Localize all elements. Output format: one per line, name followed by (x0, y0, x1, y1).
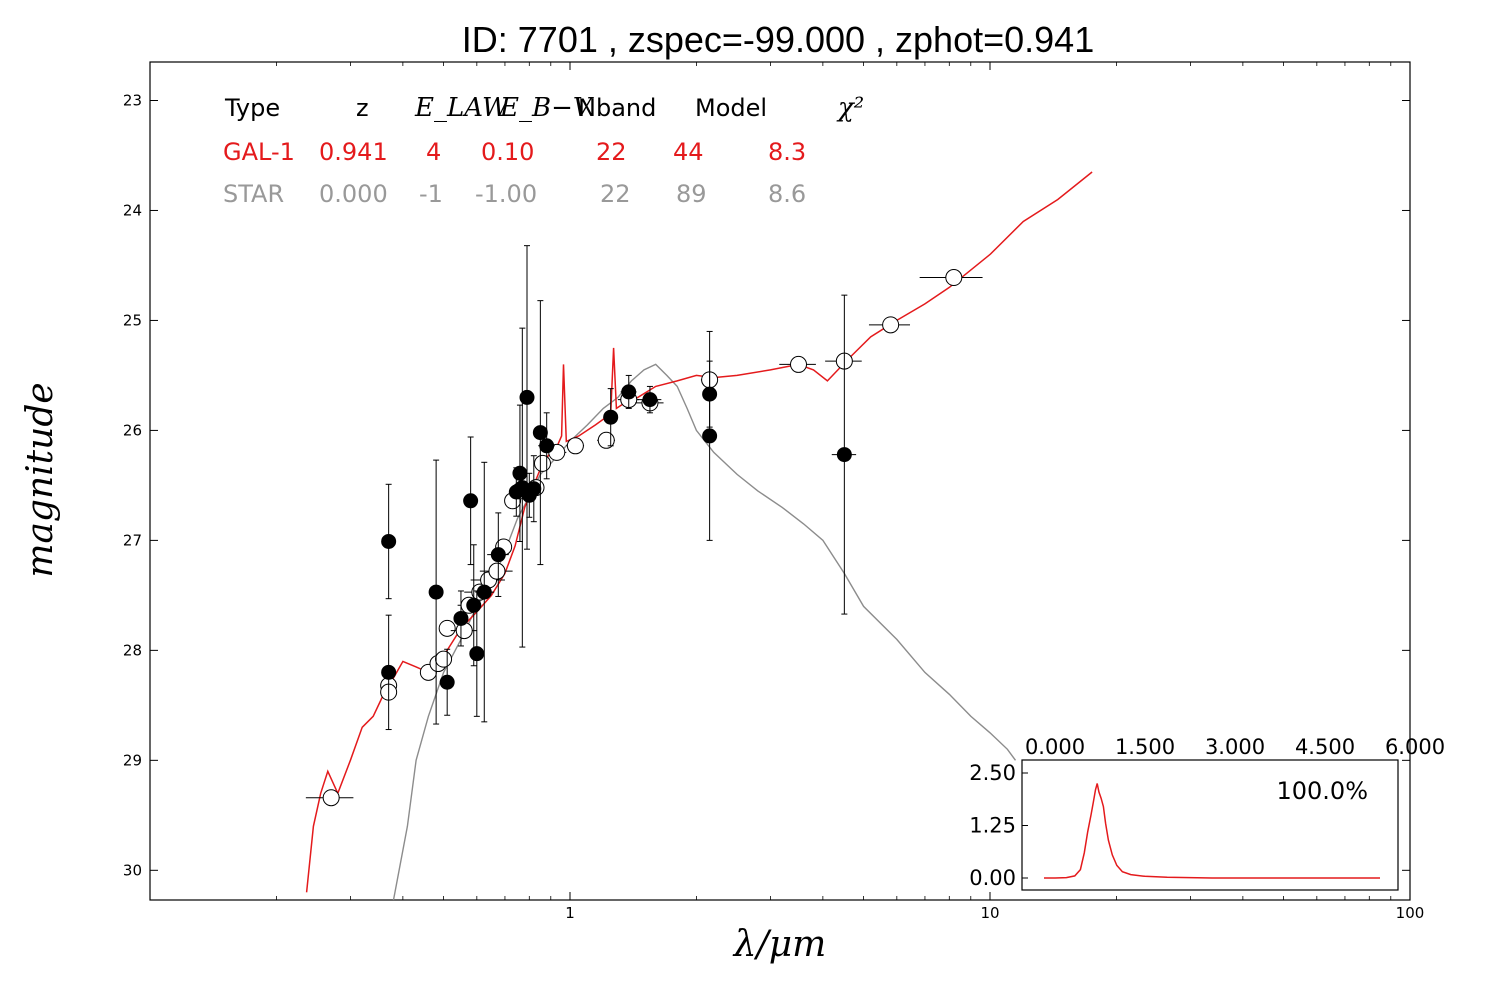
pdz-curve (1044, 783, 1380, 879)
inset-y-tick-label: 2.50 (969, 761, 1016, 785)
series-line-star (392, 363, 1017, 901)
x-tick-label: 10 (980, 904, 999, 922)
table-cell: 44 (673, 138, 704, 166)
table-cell: 8.3 (768, 138, 806, 166)
y-tick-label: 27 (123, 531, 142, 549)
model-point (533, 454, 551, 472)
table-cell: 0.941 (319, 138, 388, 166)
table-cell: GAL-1 (223, 138, 295, 166)
table-cell: 89 (676, 180, 707, 208)
observed-point (381, 533, 397, 549)
observed-point (463, 493, 479, 509)
model-point (488, 562, 506, 580)
table-header-model: Model (695, 94, 767, 122)
inset-x-tick-label: 0.000 (1025, 735, 1085, 759)
inset-probability-label: 100.0% (1276, 777, 1368, 805)
main-plot-frame (149, 61, 1411, 901)
fit-table: Type z E_LAW E_B−V Nband Model χ² GAL-1 … (223, 93, 864, 208)
y-tick-label: 26 (123, 421, 142, 439)
table-cell: 8.6 (768, 180, 806, 208)
model-point (566, 437, 584, 455)
observed-point (519, 389, 535, 405)
observed-point (532, 425, 548, 441)
inset-y-tick-label: 1.25 (969, 814, 1016, 838)
observed-point (702, 428, 718, 444)
y-tick-label: 23 (123, 91, 142, 109)
table-cell: 4 (426, 138, 441, 166)
table-header-ebv: E_B−V (499, 93, 594, 123)
observed-point (490, 547, 506, 563)
model-lines (305, 171, 1093, 901)
pdz-inset: 0.000 1.500 3.000 4.500 6.000 0.00 1.25 2.50 10… (969, 735, 1445, 891)
inset-x-tick-label: 6.000 (1385, 735, 1445, 759)
observed-point (642, 392, 658, 408)
main-axis-ticks: 1 10 100 23 24 25 26 27 28 29 30 (123, 62, 1424, 922)
chart-title: ID: 7701 , zspec=-99.000 , zphot=0.941 (462, 19, 1094, 60)
observed-point (836, 447, 852, 463)
y-tick-label: 24 (123, 201, 142, 219)
table-cell: 22 (600, 180, 631, 208)
data-points (305, 245, 983, 807)
table-header-z: z (356, 94, 369, 122)
observed-point (466, 597, 482, 613)
observed-point (476, 584, 492, 600)
model-point (438, 619, 456, 637)
observed-point (539, 438, 555, 454)
inset-x-tick-label: 4.500 (1295, 735, 1355, 759)
model-point (945, 269, 963, 287)
model-point (322, 789, 340, 807)
observed-point (526, 481, 542, 497)
table-cell: -1.00 (475, 180, 537, 208)
observed-point (621, 384, 637, 400)
table-cell: -1 (419, 180, 443, 208)
inset-axis-ticks: 0.000 1.500 3.000 4.500 6.000 0.00 1.25 2.50 (969, 735, 1445, 890)
table-header-chi2: χ² (836, 93, 864, 123)
inset-y-tick-label: 0.00 (969, 866, 1016, 890)
table-header-type: Type (224, 94, 280, 122)
observed-point (453, 610, 469, 626)
model-point (435, 650, 453, 668)
table-header-nband: Nband (578, 94, 656, 122)
y-tick-label: 28 (123, 641, 142, 659)
observed-point (603, 409, 619, 425)
table-cell: 22 (596, 138, 627, 166)
y-tick-label: 30 (123, 861, 142, 879)
inset-x-tick-label: 1.500 (1115, 735, 1175, 759)
y-tick-label: 29 (123, 751, 142, 769)
observed-point (512, 465, 528, 481)
table-cell: 0.10 (481, 138, 534, 166)
y-axis-label: magnitude (20, 382, 61, 577)
x-tick-label: 1 (565, 904, 575, 922)
inset-x-tick-label: 3.000 (1205, 735, 1265, 759)
table-cell: 0.000 (319, 180, 388, 208)
table-header-elaw: E_LAW (414, 93, 511, 123)
table-row-galaxy: GAL-1 0.941 4 0.10 22 44 8.3 (223, 138, 806, 166)
inset-frame (1021, 759, 1399, 891)
table-row-star: STAR 0.000 -1 -1.00 22 89 8.6 (223, 180, 806, 208)
observed-point (469, 646, 485, 662)
observed-point (439, 674, 455, 690)
model-point (790, 355, 808, 373)
model-point (882, 316, 900, 334)
inset-pdz-line (1044, 783, 1380, 879)
y-tick-label: 25 (123, 311, 142, 329)
x-axis-label: λ/μm (732, 924, 826, 965)
table-cell: STAR (223, 180, 284, 208)
observed-point (428, 584, 444, 600)
x-tick-label: 100 (1396, 904, 1425, 922)
observed-point (381, 664, 397, 680)
